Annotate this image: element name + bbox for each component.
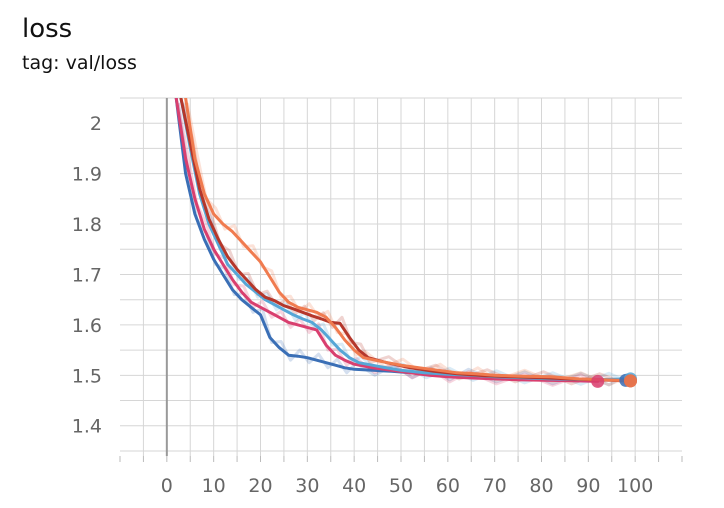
x-tick-label: 40 [342, 475, 366, 497]
series-line[interactable] [179, 98, 632, 383]
series-line[interactable] [184, 98, 632, 383]
chart-subtitle: tag: val/loss [22, 52, 137, 74]
x-tick-label: 60 [436, 475, 460, 497]
series-raw-line [185, 102, 633, 387]
end-markers [591, 372, 637, 388]
grid [120, 97, 682, 456]
series-end-marker[interactable] [623, 374, 637, 388]
y-tick-label: 1.4 [72, 416, 102, 438]
x-tick-label: 20 [248, 475, 272, 497]
series-raw-line [181, 102, 633, 388]
x-tick-label: 0 [161, 475, 173, 497]
y-tick-label: 1.9 [72, 164, 102, 186]
x-tick-label: 70 [483, 475, 507, 497]
chart-title: loss [22, 14, 73, 44]
series-lines [174, 98, 634, 388]
y-tick-label: 1.5 [72, 365, 102, 387]
series-line[interactable] [174, 98, 600, 383]
series-end-marker[interactable] [591, 374, 605, 388]
x-tick-label: 90 [576, 475, 600, 497]
x-tick-label: 80 [529, 475, 553, 497]
x-tick-label: 50 [389, 475, 413, 497]
x-tick-label: 10 [202, 475, 226, 497]
x-tick-label: 30 [295, 475, 319, 497]
y-tick-label: 2 [90, 113, 102, 135]
x-tick-label: 100 [617, 475, 653, 497]
series-line[interactable] [179, 98, 632, 381]
y-tick-label: 1.8 [72, 214, 102, 236]
y-tick-label: 1.7 [72, 264, 102, 286]
axis-ticks: 0 10 20 30 40 50 60 70 80 90 100 1.4 1.5 1.6 1.7 1.8 1.9… [72, 113, 683, 497]
y-tick-label: 1.6 [72, 315, 102, 337]
